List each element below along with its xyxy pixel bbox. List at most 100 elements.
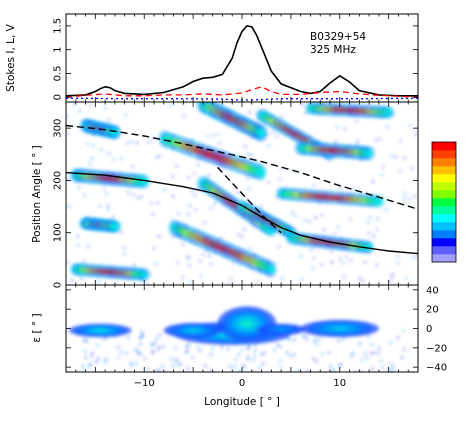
pa-speckle bbox=[107, 118, 110, 122]
pa-speckle bbox=[130, 140, 133, 143]
ellipticity-speckle bbox=[402, 329, 405, 332]
ellipticity-speckle bbox=[155, 337, 158, 340]
ellipticity-speckle bbox=[304, 335, 307, 338]
pa-speckle bbox=[251, 136, 254, 139]
ellipticity-speckle bbox=[286, 336, 290, 340]
ellipticity-speckle bbox=[96, 344, 99, 347]
colorbar-swatch bbox=[432, 214, 456, 223]
pa-speckle bbox=[349, 218, 352, 221]
ellipticity-speckle bbox=[251, 359, 255, 362]
pa-speckle bbox=[380, 173, 383, 176]
pa-speckle bbox=[390, 154, 393, 158]
frequency-label: 325 MHz bbox=[310, 44, 356, 56]
pa-speckle bbox=[416, 232, 418, 235]
ellipticity-speckle bbox=[293, 338, 296, 341]
pa-speckle bbox=[123, 252, 126, 256]
stokes-ylabel: Stokes I, L, V bbox=[5, 23, 17, 91]
ellipticity-speckle bbox=[119, 389, 121, 391]
pa-speckle bbox=[209, 206, 212, 209]
pa-speckle bbox=[256, 280, 260, 283]
pa-speckle bbox=[163, 189, 166, 192]
ellipticity-speckle bbox=[255, 382, 257, 384]
pa-speckle bbox=[150, 202, 153, 205]
ellipticity-speckle bbox=[79, 373, 81, 375]
pa-speckle bbox=[80, 277, 83, 280]
pa-speckle bbox=[109, 173, 112, 176]
ellipticity-speckle bbox=[274, 376, 276, 378]
ellipticity-speckle bbox=[162, 345, 165, 348]
ellipticity-speckle bbox=[114, 388, 116, 390]
pa-speckle bbox=[300, 278, 303, 281]
ellipticity-speckle bbox=[290, 396, 292, 398]
ellipticity-speckle bbox=[314, 338, 317, 341]
ellipticity-speckle bbox=[315, 360, 318, 363]
ellipticity-speckle bbox=[171, 379, 173, 381]
ellipticity-speckle bbox=[224, 390, 226, 392]
ellipticity-speckle bbox=[230, 389, 232, 391]
ellipticity-speckle bbox=[234, 358, 237, 361]
ellipticity-speckle bbox=[242, 365, 245, 369]
ellipticity-speckle bbox=[362, 395, 364, 397]
ellipticity-speckle bbox=[85, 378, 87, 380]
pa-speckle bbox=[83, 260, 86, 263]
pa-speckle bbox=[100, 148, 103, 151]
ellipticity-speckle bbox=[88, 364, 91, 368]
ellipticity-speckle bbox=[191, 356, 194, 359]
ellipticity-speckle bbox=[318, 381, 320, 383]
pa-speckle bbox=[86, 142, 89, 146]
pa-speckle bbox=[218, 142, 221, 145]
ellipticity-speckle bbox=[185, 351, 188, 354]
ellipticity-speckle bbox=[290, 354, 293, 358]
pa-speckle bbox=[205, 236, 208, 239]
ellipticity-speckle bbox=[377, 347, 381, 350]
pa-speckle bbox=[70, 279, 74, 282]
ellipticity-speckle bbox=[158, 380, 160, 382]
ellipticity-speckle bbox=[301, 385, 303, 387]
ellipticity-speckle bbox=[90, 355, 93, 358]
pa-density-core bbox=[111, 223, 119, 230]
ellipticity-speckle bbox=[333, 369, 336, 372]
pa-speckle bbox=[66, 115, 69, 118]
pa-speckle bbox=[78, 109, 81, 112]
pa-speckle bbox=[203, 221, 207, 224]
ellipticity-speckle bbox=[136, 350, 139, 353]
pa-speckle bbox=[376, 217, 379, 220]
pa-speckle bbox=[193, 172, 196, 175]
colorbar-swatch bbox=[432, 230, 456, 239]
pa-speckle bbox=[127, 191, 130, 194]
pa-speckle bbox=[234, 187, 237, 190]
colorbar-swatch bbox=[432, 222, 456, 231]
ellipticity-speckle bbox=[273, 349, 276, 352]
pa-speckle bbox=[322, 238, 326, 241]
pa-speckle bbox=[155, 262, 158, 265]
pa-speckle bbox=[77, 244, 80, 247]
pa-speckle bbox=[227, 115, 230, 118]
pa-speckle bbox=[147, 283, 150, 285]
pa-speckle bbox=[351, 187, 354, 190]
ellipticity-speckle bbox=[95, 360, 98, 363]
ellipticity-speckle bbox=[211, 382, 213, 384]
source-name: B0329+54 bbox=[310, 31, 366, 43]
pa-speckle bbox=[177, 212, 180, 215]
pa-speckle bbox=[193, 194, 196, 197]
pa-speckle bbox=[339, 186, 342, 189]
ellipticity-ylabel: ε [ ° ] bbox=[31, 313, 43, 342]
ellipticity-density-blob bbox=[277, 328, 286, 331]
pa-speckle bbox=[206, 135, 209, 138]
ellipticity-speckle bbox=[139, 337, 142, 340]
pa-speckle bbox=[415, 255, 418, 259]
ellipticity-speckle bbox=[306, 369, 310, 372]
ellipticity-speckle bbox=[193, 385, 195, 387]
ellipticity-speckle bbox=[354, 370, 357, 372]
stokes-ytick-label: 1 bbox=[53, 46, 64, 52]
ellipticity-speckle bbox=[157, 348, 160, 351]
ellipticity-speckle bbox=[321, 352, 324, 356]
ellipticity-speckle bbox=[187, 367, 190, 370]
ellipticity-speckle bbox=[112, 393, 114, 395]
pa-speckle bbox=[247, 153, 250, 156]
pa-speckle bbox=[404, 202, 407, 205]
pa-speckle bbox=[355, 142, 359, 145]
pa-speckle bbox=[205, 249, 208, 252]
ellipticity-speckle bbox=[175, 358, 178, 362]
ellipticity-speckle bbox=[371, 387, 373, 389]
